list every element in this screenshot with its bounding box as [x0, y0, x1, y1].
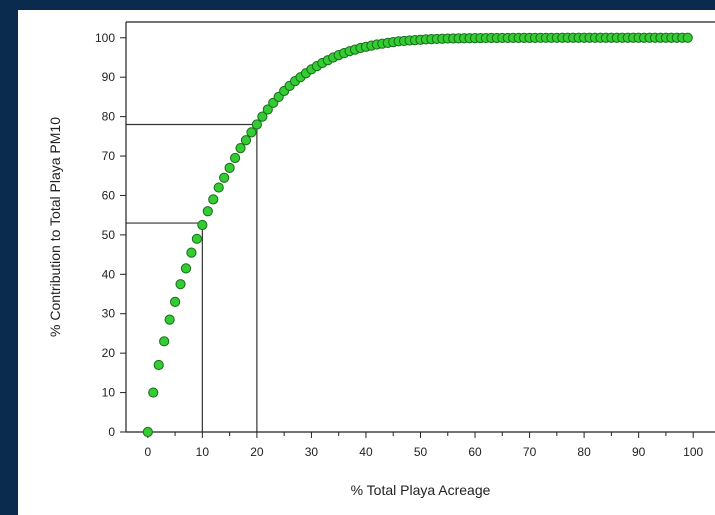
data-point [142, 426, 153, 438]
y-tick-label: 50 [102, 228, 116, 242]
data-point [235, 143, 246, 154]
scatter-chart: 0 10 20 30 40 50 60 70 80 90 100 0 10 20 30 40 50 60 70 80 9… [47, 21, 715, 498]
x-tick-label: 50 [414, 445, 428, 459]
x-tick-label: 30 [305, 445, 319, 459]
x-tick-label: 90 [632, 445, 646, 459]
y-tick-label: 60 [102, 188, 116, 202]
x-tick-label: 60 [468, 445, 482, 459]
data-point [208, 194, 219, 205]
y-tick-label: 80 [102, 110, 116, 124]
data-point [169, 296, 181, 308]
data-point [213, 182, 224, 193]
data-point [251, 119, 262, 130]
data-point [240, 135, 252, 146]
data-point [191, 233, 202, 244]
y-tick-label: 100 [95, 31, 115, 45]
x-tick-label: 80 [577, 445, 591, 459]
y-tick-label: 20 [102, 346, 116, 360]
y-tick-label: 10 [102, 386, 116, 400]
data-point [148, 387, 159, 398]
data-point [219, 172, 230, 183]
x-axis-title: % Total Playa Acreage [351, 482, 491, 498]
y-axis-title: % Contribution to Total Playa PM10 [47, 117, 63, 337]
data-point [257, 111, 268, 122]
x-tick-label: 10 [196, 445, 210, 459]
data-point [153, 359, 164, 371]
data-point [175, 279, 186, 290]
data-point [164, 314, 175, 325]
data-point [180, 263, 192, 274]
data-point [682, 32, 693, 43]
data-point [262, 104, 273, 115]
chart-panel: 0 10 20 30 40 50 60 70 80 90 100 0 10 20 30 40 50 60 70 80 9… [18, 10, 715, 515]
y-tick-label: 40 [102, 267, 116, 281]
x-tick-label: 0 [144, 445, 151, 459]
data-point [159, 336, 170, 347]
data-point [186, 247, 197, 258]
reference-lines [126, 123, 258, 432]
x-tick-label: 100 [683, 445, 703, 459]
x-tick-label: 20 [250, 445, 264, 459]
y-tick-label: 70 [102, 149, 116, 163]
data-points [142, 32, 693, 438]
data-point [246, 127, 257, 138]
data-point [197, 219, 208, 231]
data-point [224, 162, 235, 173]
y-tick-label: 0 [108, 425, 115, 439]
x-tick-label: 70 [523, 445, 537, 459]
x-tick-label: 40 [359, 445, 373, 459]
y-tick-label: 90 [102, 70, 116, 84]
axes: 0 10 20 30 40 50 60 70 80 90 100 0 10 20 30 40 50 60 70 80 9… [95, 21, 715, 459]
data-point [229, 152, 241, 164]
y-tick-label: 30 [102, 307, 116, 321]
data-point [202, 206, 213, 217]
